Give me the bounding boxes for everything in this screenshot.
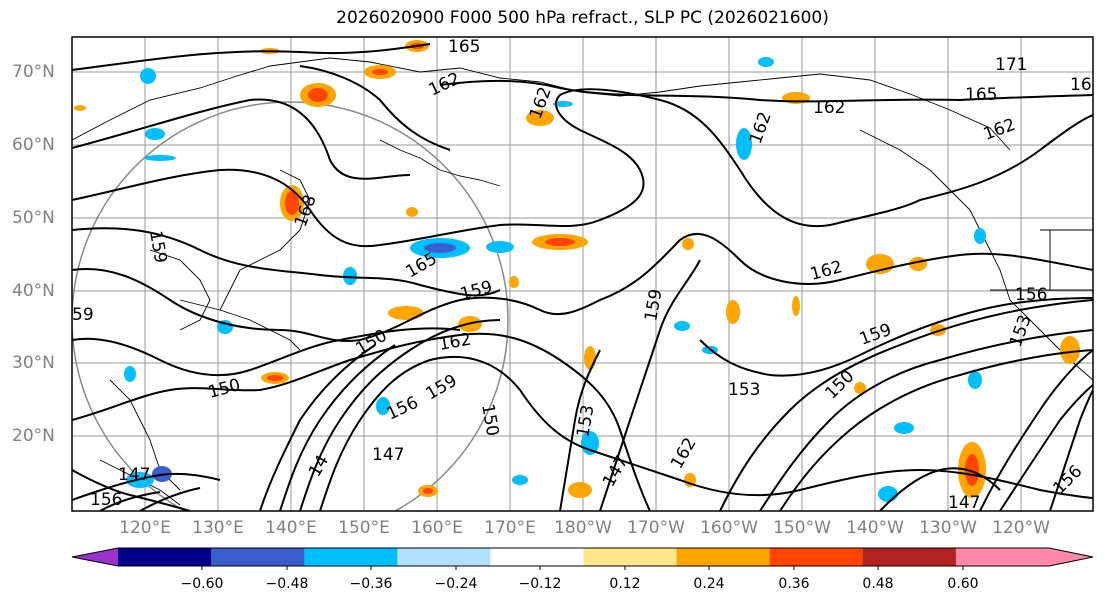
longitude-label: 160°W [700, 518, 758, 538]
colorbar-tick-label: −0.60 [180, 576, 224, 592]
colorbar-segment [397, 548, 491, 566]
colorbar-segment [304, 548, 398, 566]
latitude-label: 70°N [12, 62, 55, 82]
longitude-label: 150°W [773, 518, 831, 538]
longitude-label: 130°E [192, 518, 244, 538]
longitude-label: 180°W [554, 518, 612, 538]
contour-label: 156 [1015, 285, 1047, 305]
colorbar-tick-label: 0.36 [778, 576, 810, 592]
colorbar-tick-label: −0.12 [518, 576, 562, 592]
colorbar-tick-label: 0.12 [609, 576, 641, 592]
colorbar-tick-label: 0.24 [693, 576, 725, 592]
contour-label: 16 [1070, 75, 1092, 95]
longitude-label: 150°E [338, 518, 390, 538]
colorbar-segment [490, 548, 584, 566]
latitude-label: 60°N [12, 135, 55, 155]
colorbar-segment [583, 548, 678, 566]
contour-label: 156 [90, 490, 122, 510]
colorbar-segment [862, 548, 957, 566]
longitude-label: 140°W [846, 518, 904, 538]
contour-label: 153 [728, 380, 760, 400]
contour-label: 171 [995, 55, 1027, 75]
latitude-label: 40°N [12, 281, 55, 301]
colorbar-tick-label: 0.60 [947, 576, 979, 592]
slp-contours [72, 43, 1093, 511]
latitude-label: 50°N [12, 208, 55, 228]
colorbar [71, 547, 1094, 570]
refractivity-shading [74, 40, 1080, 502]
colorbar-tick-label: −0.36 [349, 576, 393, 592]
longitude-label: 170°W [627, 518, 685, 538]
contour-label: 147 [948, 493, 980, 513]
contour-label: 162 [813, 98, 845, 118]
latitude-label: 30°N [12, 353, 55, 373]
colorbar-segment [955, 548, 1050, 566]
latitude-label: 20°N [12, 426, 55, 446]
longitude-label: 140°E [265, 518, 317, 538]
contour-label: 147 [118, 465, 150, 485]
colorbar-tick-label: 0.48 [862, 576, 894, 592]
colorbar-segment [676, 548, 771, 566]
range-ring [72, 101, 509, 511]
contour-label: 165 [965, 85, 997, 105]
colorbar-outline [71, 547, 1094, 567]
longitude-label: 130°W [919, 518, 977, 538]
longitude-label: 160°E [411, 518, 463, 538]
colorbar-tick-label: −0.24 [434, 576, 478, 592]
contour-label: 59 [72, 305, 94, 325]
colorbar-segment [211, 548, 305, 566]
longitude-label: 170°E [484, 518, 536, 538]
colorbar-lower-extension [72, 548, 118, 566]
colorbar-upper-extension [1049, 548, 1093, 566]
longitude-label: 120°E [119, 518, 171, 538]
colorbar-segment [118, 548, 212, 566]
contour-label: 165 [448, 37, 480, 57]
colorbar-tick-label: −0.48 [265, 576, 309, 592]
chart-title: 2026020900 F000 500 hPa refract., SLP PC… [336, 8, 829, 28]
longitude-label: 120°W [992, 518, 1050, 538]
colorbar-segment [769, 548, 864, 566]
contour-label: 147 [372, 445, 404, 465]
graticule [72, 37, 1093, 511]
